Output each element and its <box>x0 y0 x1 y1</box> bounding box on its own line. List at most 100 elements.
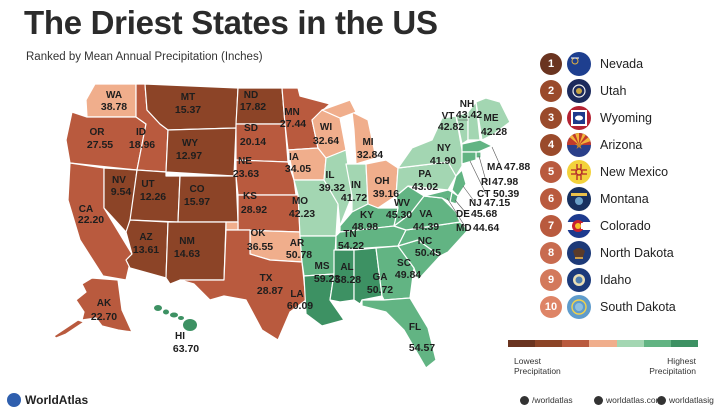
state-NC[interactable] <box>397 221 469 257</box>
label-CO-abbr: CO <box>190 184 205 195</box>
label-SD-abbr: SD <box>244 123 258 134</box>
label-GA-abbr: GA <box>373 272 388 283</box>
label-VT-value: 42.82 <box>438 121 464 133</box>
label-IA-abbr: IA <box>289 152 299 163</box>
label-AL-value: 58.28 <box>335 274 361 286</box>
label-NM-abbr: NM <box>179 236 195 247</box>
label-KS-value: 28.92 <box>241 204 267 216</box>
ranking-name: North Dakota <box>600 246 674 260</box>
label-WV-value: 45.30 <box>386 209 412 221</box>
label-OK-value: 36.55 <box>247 241 273 253</box>
label-WV-abbr: WV <box>394 198 410 209</box>
rank-badge: 2 <box>540 80 562 102</box>
label-NH-value: 43.42 <box>456 109 482 121</box>
instagram-link[interactable]: worldatlasig <box>657 395 714 405</box>
facebook-link[interactable]: /worldatlas <box>520 395 573 405</box>
rank-badge: 3 <box>540 107 562 129</box>
state-NY[interactable] <box>397 115 463 177</box>
label-MT-value: 15.37 <box>175 104 201 116</box>
ranking-item[interactable]: 4 Arizona <box>540 133 642 157</box>
label-PA-value: 43.02 <box>412 181 438 193</box>
ranking-item[interactable]: 5 New Mexico <box>540 160 668 184</box>
ranking-item[interactable]: 1 Nevada <box>540 52 643 76</box>
label-HI-value: 63.70 <box>173 343 199 355</box>
new-mexico-flag-icon <box>567 160 591 184</box>
state-MA[interactable] <box>461 139 493 153</box>
colorado-flag-icon <box>567 214 591 238</box>
state-MI-up[interactable] <box>321 99 357 119</box>
label-WI-value: 32.64 <box>313 135 339 147</box>
ranking-name: New Mexico <box>600 165 669 179</box>
state-HI[interactable] <box>154 305 197 331</box>
facebook-icon <box>520 395 529 405</box>
legend-color-scale <box>508 340 698 347</box>
label-OR-abbr: OR <box>90 127 106 138</box>
rank-badge: 9 <box>540 269 562 291</box>
ranking-item[interactable]: 6 Montana <box>540 187 649 211</box>
state-ME[interactable] <box>475 97 511 141</box>
label-RI-abbr: RI <box>481 177 491 188</box>
rank-badge: 10 <box>540 296 562 318</box>
label-VT-abbr: VT <box>442 111 455 122</box>
footer: WorldAtlas /worldatlas worldatlas.com wo… <box>0 390 715 412</box>
label-ID-value: 18.96 <box>129 139 155 151</box>
label-SC-value: 49.84 <box>395 269 421 281</box>
label-AZ-abbr: AZ <box>139 232 152 243</box>
ranking-name: Utah <box>600 84 627 98</box>
label-CO-value: 15.97 <box>184 196 210 208</box>
label-VA-value: 44.39 <box>413 221 439 233</box>
label-NJ-abbr: NJ <box>469 198 482 209</box>
ranking-name: Colorado <box>600 219 651 233</box>
state-RI[interactable] <box>475 151 482 159</box>
state-NJ[interactable] <box>451 169 467 197</box>
label-MS-abbr: MS <box>315 261 330 272</box>
state-CT[interactable] <box>461 151 477 165</box>
label-WY-abbr: WY <box>182 138 198 149</box>
label-OH-value: 39.16 <box>373 188 399 200</box>
label-WY-value: 12.97 <box>176 150 202 162</box>
state-FL[interactable] <box>361 297 437 369</box>
instagram-icon <box>657 395 666 405</box>
legend: Lowest Precipitation Highest Precipitati… <box>508 340 700 376</box>
state-MD[interactable] <box>423 189 453 203</box>
ranking-item[interactable]: 7 Colorado <box>540 214 651 238</box>
label-NY-value: 41.90 <box>430 155 456 167</box>
label-PA-abbr: PA <box>418 169 431 180</box>
label-WA-value: 38.78 <box>101 101 127 113</box>
idaho-flag-icon <box>567 268 591 292</box>
label-NY-abbr: NY <box>437 143 451 154</box>
ranking-item[interactable]: 9 Idaho <box>540 268 631 292</box>
label-TN-value: 54.22 <box>338 240 364 252</box>
label-MN-abbr: MN <box>284 107 300 118</box>
state-MI[interactable] <box>351 111 377 165</box>
label-MO-abbr: MO <box>292 196 308 207</box>
ranking-name: Arizona <box>600 138 643 152</box>
label-AR-abbr: AR <box>290 238 305 249</box>
label-ND-abbr: ND <box>244 90 258 101</box>
label-KY-value: 48.98 <box>352 221 378 233</box>
brand-logo[interactable]: WorldAtlas <box>7 393 88 407</box>
label-IL-abbr: IL <box>326 170 335 181</box>
label-MS-value: 59.23 <box>314 273 340 285</box>
ranking-name: Montana <box>600 192 649 206</box>
label-NV-value: 9.54 <box>111 186 132 198</box>
ranking-item[interactable]: 2 Utah <box>540 79 626 103</box>
label-OK-abbr: OK <box>251 228 267 239</box>
label-IL-value: 39.32 <box>319 182 345 194</box>
state-TX[interactable] <box>179 229 307 341</box>
ranking-item[interactable]: 10 South Dakota <box>540 295 676 319</box>
ranking-name: Nevada <box>600 57 644 71</box>
montana-flag-icon <box>567 187 591 211</box>
state-AK[interactable] <box>75 277 133 333</box>
ranking-item[interactable]: 3 Wyoming <box>540 106 652 130</box>
label-GA-value: 50.72 <box>367 284 393 296</box>
label-TN-abbr: TN <box>343 229 356 240</box>
website-link[interactable]: worldatlas.com <box>594 395 663 405</box>
brand-name: WorldAtlas <box>25 393 89 407</box>
label-SC-abbr: SC <box>397 258 411 269</box>
label-MO-value: 42.23 <box>289 208 315 220</box>
ranking-name: Wyoming <box>600 111 652 125</box>
globe-icon <box>594 395 603 405</box>
ranking-item[interactable]: 8 North Dakota <box>540 241 674 265</box>
